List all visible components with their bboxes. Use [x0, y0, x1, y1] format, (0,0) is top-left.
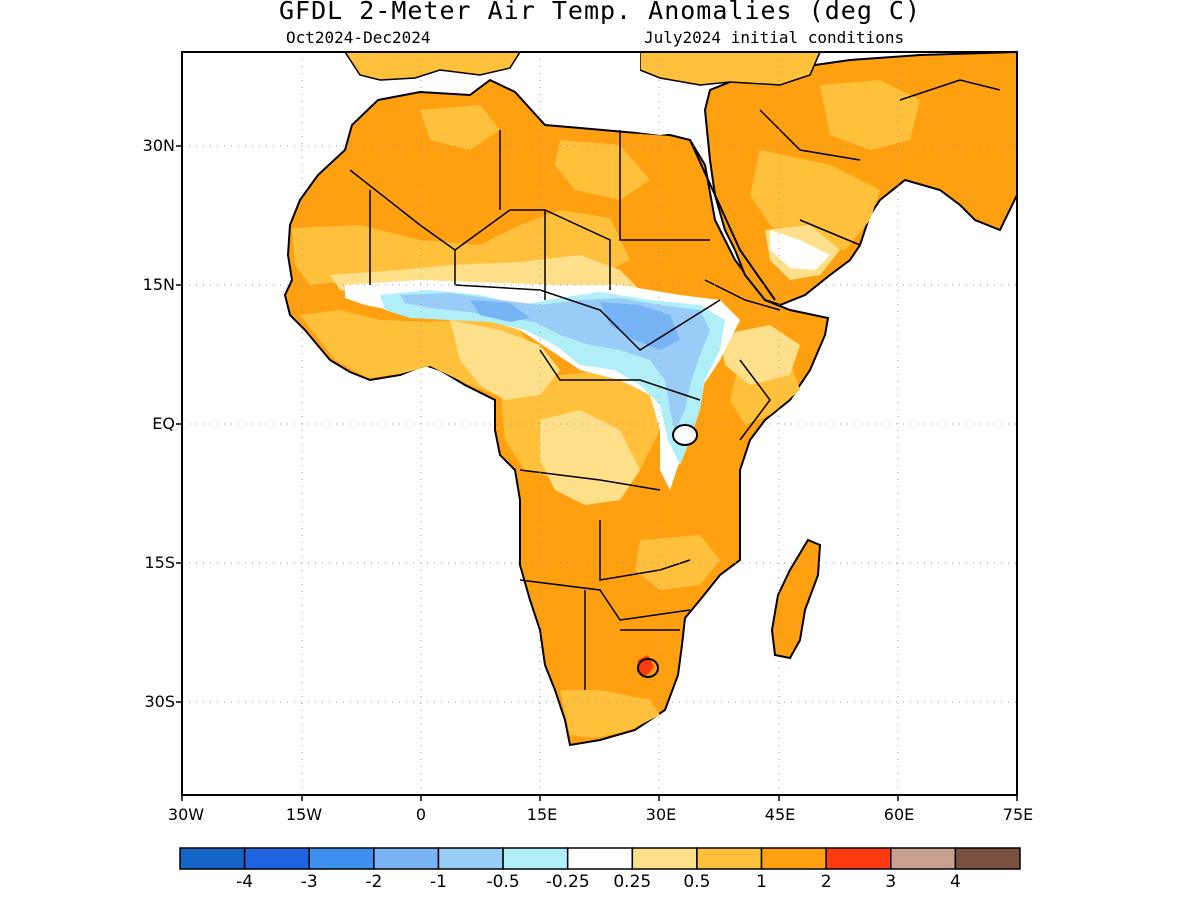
colorbar-swatch: [825, 847, 892, 870]
colorbar-swatch: [696, 847, 763, 870]
colorbar-label: 0.25: [613, 872, 652, 892]
anatolia-fringe: [639, 52, 821, 86]
europe-fringe: [344, 52, 521, 81]
colorbar-label: 4: [949, 872, 961, 892]
colorbar-label: -2: [365, 872, 383, 892]
red-sea-coast: [689, 139, 776, 301]
madagascar: [770, 538, 822, 660]
lake-victoria: [672, 424, 698, 446]
colorbar-label: -0.5: [486, 872, 520, 892]
colorbar-swatch: [954, 847, 1021, 870]
initial-conditions: July2024 initial conditions: [644, 28, 905, 47]
lat-tick-label: 30S: [144, 692, 175, 711]
colorbar-label: 1: [756, 872, 767, 892]
horn-mild-region: [720, 325, 800, 385]
colorbar-swatch: [890, 847, 957, 870]
colorbar-label: -3: [300, 872, 318, 892]
colorbar-label: -4: [236, 872, 254, 892]
lon-tick-label: 15E: [526, 805, 558, 824]
lon-tick-label: 75E: [1002, 805, 1034, 824]
congo-mild-region: [540, 410, 640, 505]
lat-tick-label: 15S: [144, 553, 175, 572]
anomaly-map: [283, 52, 1017, 747]
colorbar-label: 2: [820, 872, 832, 892]
lon-tick-label: 15W: [285, 805, 323, 824]
lat-tick-label: 30N: [142, 136, 175, 155]
libya-warm-region: [555, 140, 650, 200]
colorbar-label: 3: [885, 872, 897, 892]
colorbar-swatch: [179, 847, 246, 870]
cool-region-core: [470, 300, 530, 322]
lon-tick-label: 0: [415, 805, 427, 824]
lon-tick-label: 60E: [883, 805, 915, 824]
lon-tick-label: 30E: [645, 805, 677, 824]
axis-ticks: [176, 145, 1018, 801]
colorbar-label: -0.25: [545, 872, 590, 892]
lon-tick-label: 30W: [167, 805, 205, 824]
colorbar-swatch: [243, 847, 310, 870]
arabia-neutral-region: [770, 230, 830, 270]
colorbar-swatch: [308, 847, 375, 870]
forecast-period: Oct2024-Dec2024: [286, 28, 431, 47]
arabia-warm-region: [750, 150, 880, 250]
colorbar: [179, 847, 1021, 870]
colorbar-label: 0.5: [683, 872, 711, 892]
map-grid: [182, 52, 1017, 795]
nigeria-mild-region: [450, 320, 560, 400]
lon-tick-label: 45E: [764, 805, 796, 824]
colorbar-label: -1: [429, 872, 447, 892]
lat-tick-label: 15N: [142, 275, 175, 294]
colorbar-swatch: [502, 847, 569, 870]
country-borders: [349, 79, 1001, 690]
colorbar-swatch: [373, 847, 440, 870]
sahara-north-warm-region: [420, 105, 500, 150]
chart-title: GFDL 2-Meter Air Temp. Anomalies (deg C): [278, 0, 922, 25]
lat-tick-label: EQ: [152, 414, 175, 433]
lesotho-border: [637, 658, 659, 678]
zambia-warm-region: [635, 535, 720, 590]
colorbar-swatch: [566, 847, 634, 870]
iran-warm-region: [820, 80, 920, 150]
med-neutral-region: [520, 52, 700, 135]
colorbar-swatch: [631, 847, 698, 870]
colorbar-swatch: [760, 847, 827, 870]
colorbar-swatch: [437, 847, 504, 870]
southern-africa-warm-region: [560, 690, 660, 738]
